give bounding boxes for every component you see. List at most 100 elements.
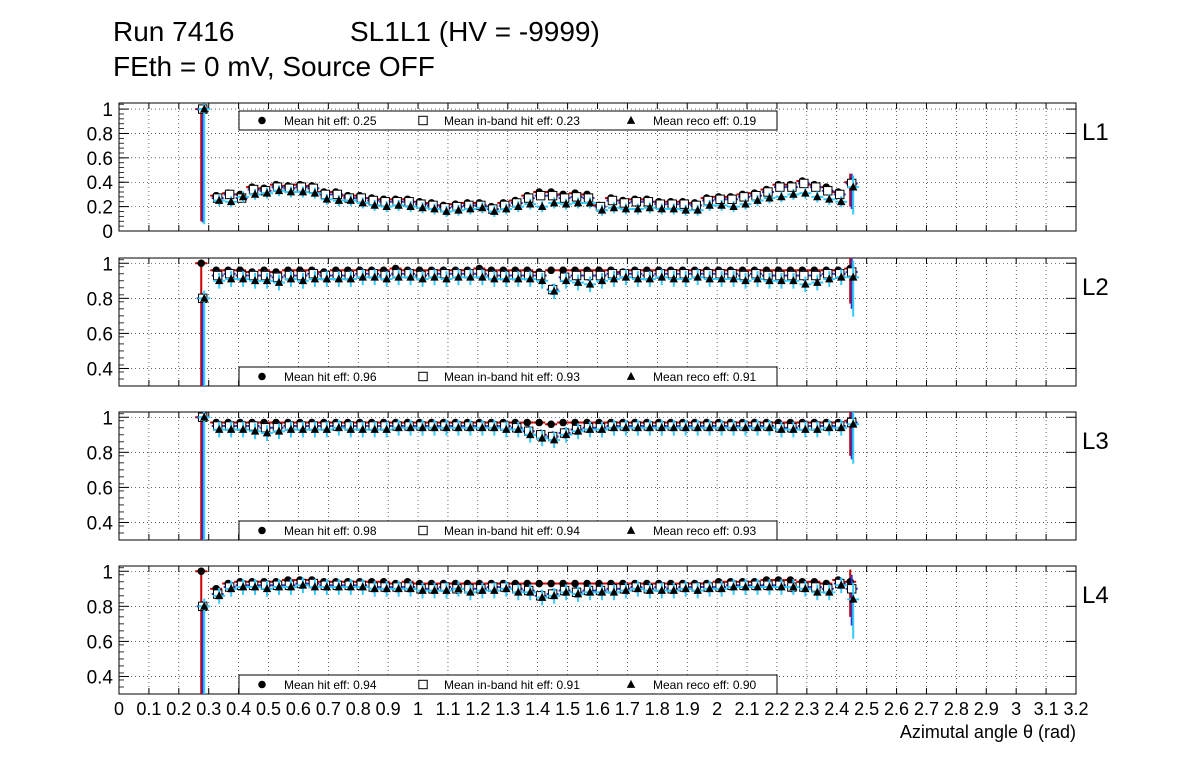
data-point [801,188,810,197]
legend-entry: Mean hit eff: 0.94 [284,678,377,692]
data-point [238,424,248,433]
data-point [777,582,786,591]
data-point [346,274,355,283]
data-point [621,423,631,432]
legend-entry: Mean hit eff: 0.96 [284,370,377,384]
y-tick-label: 1 [102,562,113,583]
data-point [274,582,284,591]
data-point [741,423,750,432]
legend-entry: Mean reco eff: 0.90 [653,678,757,692]
data-point [667,269,677,279]
data-point [526,430,535,439]
data-point [430,272,439,281]
data-point [825,194,834,203]
y-tick-label: 0.8 [87,124,113,145]
legend-marker [626,371,636,380]
y-tick-label: 0.6 [87,478,113,499]
data-point [811,582,821,592]
data-point [226,584,236,593]
y-tick-label: 0.8 [87,597,113,618]
data-point [394,272,403,281]
panel-l4: 0.4 0.6 0.8 1 L4 Mean hit eff: 0.94 Mean in-ba… [87,562,1109,695]
data-point [346,582,355,591]
data-point [442,274,451,283]
data-point [607,269,618,279]
data-point [442,423,451,432]
panel-l1: 0 0.2 0.4 0.6 0.8 1 L1 Mean hit eff: 0.25 Mean i… [87,100,1109,243]
x-tick-label: 1.6 [585,699,610,719]
y-tick-label: 0.8 [87,443,113,464]
chamber-label: SL1L1 (HV = -9999) [350,16,600,47]
data-point [274,277,284,286]
data-point [535,579,543,588]
x-tick-label: 1 [413,699,423,719]
data-point [775,270,785,281]
x-tick-label: 2.5 [854,699,879,719]
data-point [717,423,726,432]
data-point [238,582,248,591]
data-point [717,274,726,283]
data-point [514,424,523,433]
x-tick-label: 2.9 [974,699,999,719]
run-label: Run 7416 [113,16,235,47]
data-point [777,192,786,201]
series-group [195,103,860,225]
data-point [619,198,630,208]
data-point [835,189,845,200]
x-tick-label: 1.9 [675,699,700,719]
data-point [561,199,571,208]
x-tick-label: 1.8 [645,699,670,719]
data-point [248,184,259,195]
data-point [679,199,689,209]
data-point [224,189,235,200]
data-point [537,201,547,210]
data-point [490,423,499,432]
data-point [250,426,260,435]
series-triangle [198,577,860,694]
data-point [609,423,619,432]
legend: Mean hit eff: 0.96 Mean in-band hit eff: … [238,366,778,387]
data-point [715,269,725,279]
data-point [571,579,579,588]
data-point [214,276,224,285]
data-point [837,423,846,432]
data-point [849,419,858,428]
y-tick-label: 0.4 [87,667,114,688]
data-point [549,198,559,207]
x-tick-label: 2.1 [735,699,760,719]
data-point [597,587,607,596]
data-point [214,591,224,600]
data-point [559,418,567,427]
y-tick-label: 0.6 [87,632,113,653]
y-tick-label: 0.6 [87,149,113,170]
data-point [310,274,320,283]
panel-l2: 0.4 0.6 0.8 1 L2 Mean hit eff: 0.96 Mean in-ba… [87,254,1109,387]
panel-l3: 0.4 0.6 0.8 1 L3 Mean hit eff: 0.98 Mean in-ba… [87,408,1109,541]
data-point [514,587,523,596]
data-point [597,205,607,214]
data-point [418,203,427,212]
x-tick-label: 0.7 [316,699,341,719]
data-point [739,192,749,202]
data-point [657,423,667,432]
x-tick-label: 2 [712,699,722,719]
x-tick-label: 1.1 [435,699,460,719]
data-point [406,423,415,432]
data-point [286,187,296,196]
x-tick-label: 3.1 [1034,699,1059,719]
data-point [753,274,762,283]
data-point [573,426,583,435]
data-point [454,423,463,432]
data-point [669,423,678,432]
data-point [585,424,595,433]
x-tick-label: 0.1 [136,699,161,719]
data-point [523,418,531,427]
data-point [250,582,260,591]
x-tick-label: 2.2 [764,699,789,719]
data-point [322,582,332,591]
data-point [502,424,511,433]
y-tick-label: 1 [102,254,113,275]
y-tick-label: 1 [102,408,113,429]
data-point [197,259,206,268]
data-point [197,567,206,576]
